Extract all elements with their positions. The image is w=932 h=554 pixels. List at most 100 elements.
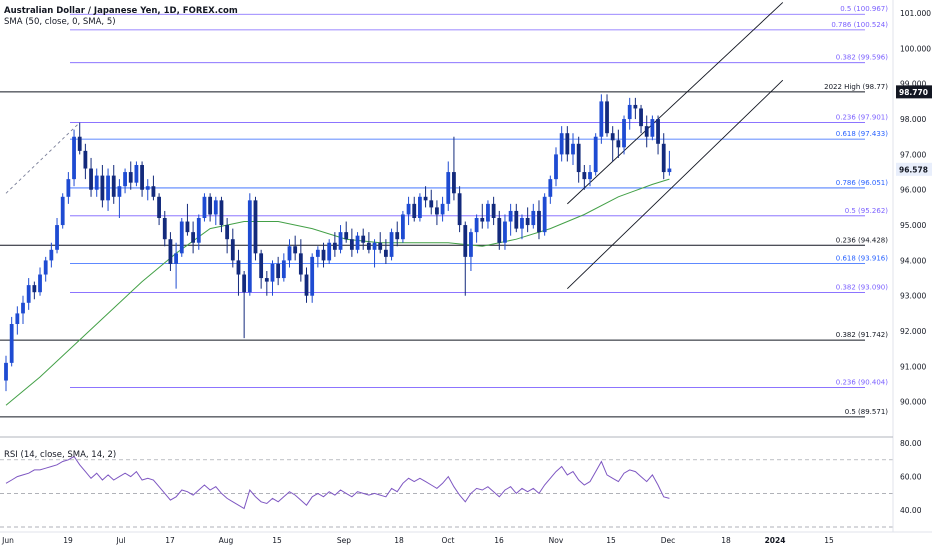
candle[interactable]: [412, 196, 417, 222]
candle[interactable]: [83, 143, 88, 180]
candle[interactable]: [610, 126, 615, 162]
candle[interactable]: [106, 168, 110, 211]
candle[interactable]: [667, 150, 672, 176]
candle[interactable]: [372, 239, 377, 268]
candle[interactable]: [185, 203, 190, 236]
candle[interactable]: [72, 129, 76, 187]
candle[interactable]: [423, 186, 428, 208]
candle[interactable]: [474, 214, 479, 243]
candle[interactable]: [514, 203, 519, 233]
candle[interactable]: [145, 179, 150, 201]
candle[interactable]: [230, 228, 235, 268]
candle[interactable]: [168, 232, 173, 271]
candle[interactable]: [111, 165, 116, 204]
candle[interactable]: [26, 278, 31, 310]
candle[interactable]: [276, 256, 281, 286]
candle[interactable]: [213, 196, 218, 226]
candle[interactable]: [531, 203, 536, 229]
candle[interactable]: [633, 97, 638, 120]
candle[interactable]: [554, 147, 558, 187]
candle[interactable]: [588, 165, 592, 187]
candle[interactable]: [576, 136, 581, 183]
candle[interactable]: [21, 295, 25, 324]
candle[interactable]: [281, 253, 286, 282]
candle[interactable]: [236, 249, 241, 296]
candle[interactable]: [332, 232, 337, 257]
candle[interactable]: [616, 129, 621, 158]
candle[interactable]: [134, 161, 139, 187]
candle[interactable]: [219, 196, 224, 233]
candle[interactable]: [622, 115, 626, 155]
candle[interactable]: [406, 196, 411, 226]
candle[interactable]: [401, 210, 405, 243]
candle[interactable]: [60, 193, 65, 229]
candle[interactable]: [32, 281, 37, 300]
candle[interactable]: [321, 242, 326, 268]
candle[interactable]: [559, 126, 564, 162]
candle[interactable]: [287, 239, 292, 268]
candle[interactable]: [582, 165, 587, 190]
candle[interactable]: [395, 221, 400, 247]
candle[interactable]: [440, 196, 445, 222]
trend-dashed-line[interactable]: [5, 122, 81, 194]
candle[interactable]: [650, 115, 655, 141]
candle[interactable]: [605, 94, 609, 137]
candle[interactable]: [656, 115, 660, 155]
candle[interactable]: [157, 193, 161, 226]
candle[interactable]: [457, 186, 462, 233]
candle[interactable]: [435, 200, 439, 226]
candle[interactable]: [117, 179, 122, 218]
candle[interactable]: [503, 214, 507, 250]
candle[interactable]: [542, 193, 547, 236]
candle[interactable]: [304, 267, 309, 303]
candle[interactable]: [94, 168, 99, 197]
candle[interactable]: [225, 218, 230, 254]
candle[interactable]: [89, 157, 93, 197]
price-tag[interactable]: 98.770: [896, 85, 932, 99]
candle[interactable]: [537, 200, 541, 240]
candle[interactable]: [452, 136, 456, 201]
rsi-line[interactable]: [5, 455, 670, 510]
candle[interactable]: [571, 133, 575, 165]
candle[interactable]: [463, 221, 468, 296]
candle[interactable]: [338, 225, 343, 254]
candle[interactable]: [310, 253, 315, 303]
candle[interactable]: [491, 196, 496, 226]
candle[interactable]: [208, 193, 213, 222]
candle[interactable]: [486, 200, 490, 229]
candle[interactable]: [446, 161, 451, 211]
candle[interactable]: [9, 316, 14, 367]
candle[interactable]: [593, 133, 598, 176]
rsi-indicator-label[interactable]: RSI (14, close, SMA, 14, 2): [4, 450, 117, 460]
channel-upper-line[interactable]: [567, 2, 784, 205]
candle[interactable]: [525, 207, 530, 233]
candle[interactable]: [327, 239, 332, 264]
sma-indicator-label[interactable]: SMA (50, close, 0, SMA, 5): [4, 17, 116, 27]
candle[interactable]: [344, 221, 349, 243]
candle[interactable]: [366, 232, 371, 254]
candle[interactable]: [418, 193, 422, 222]
candle[interactable]: [128, 161, 133, 190]
candle[interactable]: [378, 232, 383, 254]
candle[interactable]: [349, 228, 354, 257]
candle[interactable]: [179, 218, 184, 257]
candle[interactable]: [247, 193, 252, 296]
candle[interactable]: [548, 175, 553, 204]
candle[interactable]: [174, 242, 178, 289]
candle[interactable]: [264, 271, 269, 296]
candle[interactable]: [469, 228, 473, 271]
candle[interactable]: [383, 239, 388, 264]
candle[interactable]: [15, 306, 20, 335]
candle[interactable]: [151, 175, 156, 201]
candle[interactable]: [661, 133, 666, 180]
candle[interactable]: [480, 203, 485, 229]
candle[interactable]: [66, 172, 71, 204]
candle[interactable]: [270, 260, 275, 296]
candle[interactable]: [298, 239, 303, 282]
candle[interactable]: [429, 189, 434, 215]
candle[interactable]: [140, 161, 144, 197]
candle[interactable]: [355, 232, 360, 254]
candle[interactable]: [315, 246, 320, 268]
candle[interactable]: [361, 228, 366, 250]
